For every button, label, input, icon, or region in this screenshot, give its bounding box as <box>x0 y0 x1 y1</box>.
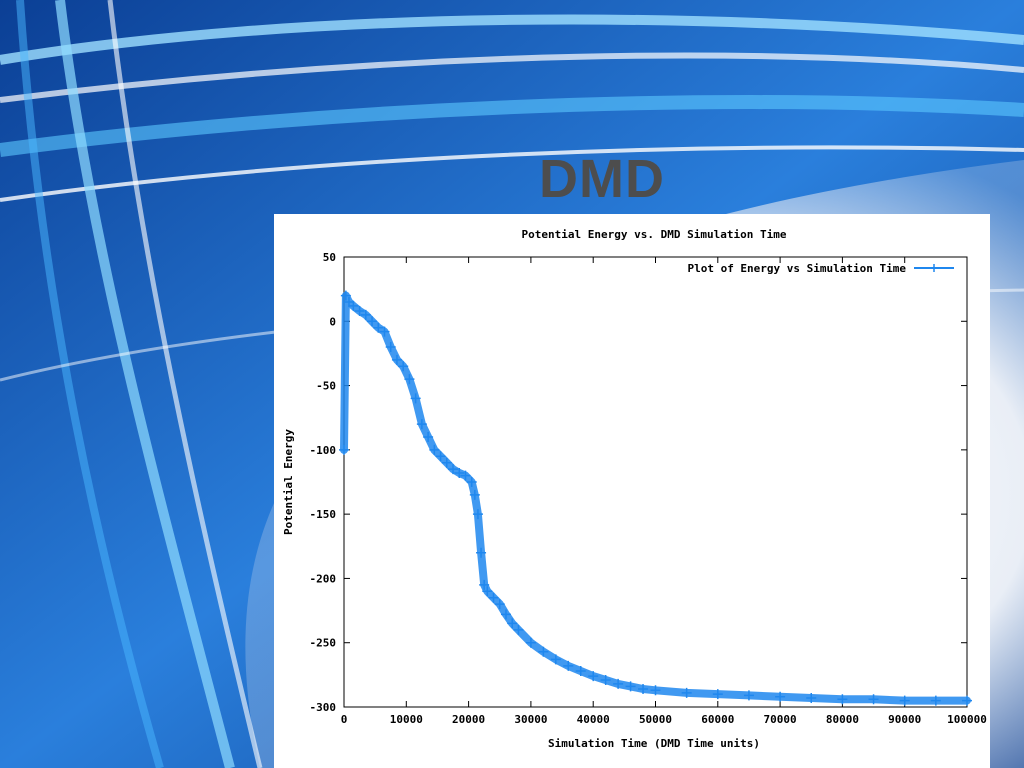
x-tick-label: 50000 <box>639 713 672 726</box>
data-point <box>367 316 378 327</box>
data-point <box>650 685 661 696</box>
y-tick-label: -100 <box>310 444 337 457</box>
legend-marker-swatch <box>930 264 938 272</box>
chart-panel: Potential Energy vs. DMD Simulation Time… <box>274 214 990 768</box>
series-line <box>340 291 971 705</box>
data-point <box>488 592 499 603</box>
plot-frame <box>343 256 968 708</box>
chart-title: Potential Energy vs. DMD Simulation Time <box>522 228 787 241</box>
y-tick-label: 0 <box>329 315 336 328</box>
x-tick-label: 20000 <box>452 713 485 726</box>
data-point <box>340 290 351 301</box>
data-point <box>962 695 972 706</box>
data-point <box>423 432 434 442</box>
data-point <box>625 681 636 692</box>
data-point <box>550 654 561 665</box>
data-point <box>469 489 480 500</box>
y-tick-label: -300 <box>310 701 337 714</box>
data-point <box>563 660 574 671</box>
data-point <box>743 690 754 701</box>
data-point <box>588 671 599 682</box>
data-point <box>404 374 415 385</box>
data-point <box>681 687 692 698</box>
data-point <box>435 451 446 462</box>
slide-title: DMD <box>539 149 665 209</box>
x-tick-label: 90000 <box>888 713 921 726</box>
data-point <box>429 444 440 455</box>
y-tick-label: -200 <box>310 572 337 585</box>
data-point <box>712 689 723 700</box>
data-point <box>379 326 390 337</box>
x-tick-label: 80000 <box>826 713 859 726</box>
chart: Potential Energy vs. DMD Simulation Time… <box>282 228 987 750</box>
data-point <box>494 599 505 610</box>
data-point <box>837 694 848 705</box>
data-point <box>538 646 549 657</box>
data-point <box>472 509 483 520</box>
y-tick-label: -150 <box>310 508 337 521</box>
data-point <box>339 444 349 455</box>
data-point <box>482 586 493 597</box>
data-point <box>385 342 396 352</box>
x-tick-label: 100000 <box>947 713 987 726</box>
data-point <box>441 457 452 468</box>
data-point <box>391 354 402 365</box>
data-point <box>775 691 786 702</box>
y-tick-label: -250 <box>310 637 337 650</box>
y-tick-label: 50 <box>323 251 336 264</box>
data-point <box>930 695 941 706</box>
data-point <box>476 547 487 558</box>
data-point <box>448 464 459 475</box>
data-point <box>507 618 518 629</box>
data-point <box>613 678 624 689</box>
data-point <box>899 695 910 706</box>
data-point <box>525 637 536 648</box>
series-plot <box>339 290 972 706</box>
data-point <box>500 609 511 620</box>
data-point <box>348 300 359 311</box>
data-point <box>460 470 471 481</box>
y-tick-label: -50 <box>316 380 336 393</box>
data-point <box>360 309 371 320</box>
x-tick-label: 70000 <box>764 713 797 726</box>
y-axis-label: Potential Energy <box>282 429 295 535</box>
x-tick-label: 10000 <box>390 713 423 726</box>
x-tick-label: 30000 <box>514 713 547 726</box>
legend: Plot of Energy vs Simulation Time <box>687 262 954 275</box>
x-tick-label: 0 <box>341 713 348 726</box>
data-point <box>600 675 611 685</box>
data-point <box>398 361 409 372</box>
x-tick-label: 40000 <box>577 713 610 726</box>
data-point <box>806 693 817 703</box>
data-point <box>466 477 477 487</box>
data-point <box>513 624 524 635</box>
x-tick-label: 60000 <box>701 713 734 726</box>
data-point <box>416 419 427 430</box>
legend-label: Plot of Energy vs Simulation Time <box>687 262 906 275</box>
axis-ticks: 0 10000 20000 30000 40000 50000 60000 70000 8000… <box>310 251 987 726</box>
data-point <box>575 666 586 676</box>
data-point <box>479 579 490 590</box>
data-point <box>410 393 421 404</box>
x-axis-label: Simulation Time (DMD Time units) <box>548 737 760 750</box>
data-point <box>373 322 384 333</box>
data-point <box>454 468 465 478</box>
data-point <box>354 306 365 316</box>
data-point <box>638 684 649 694</box>
data-point <box>868 694 879 705</box>
